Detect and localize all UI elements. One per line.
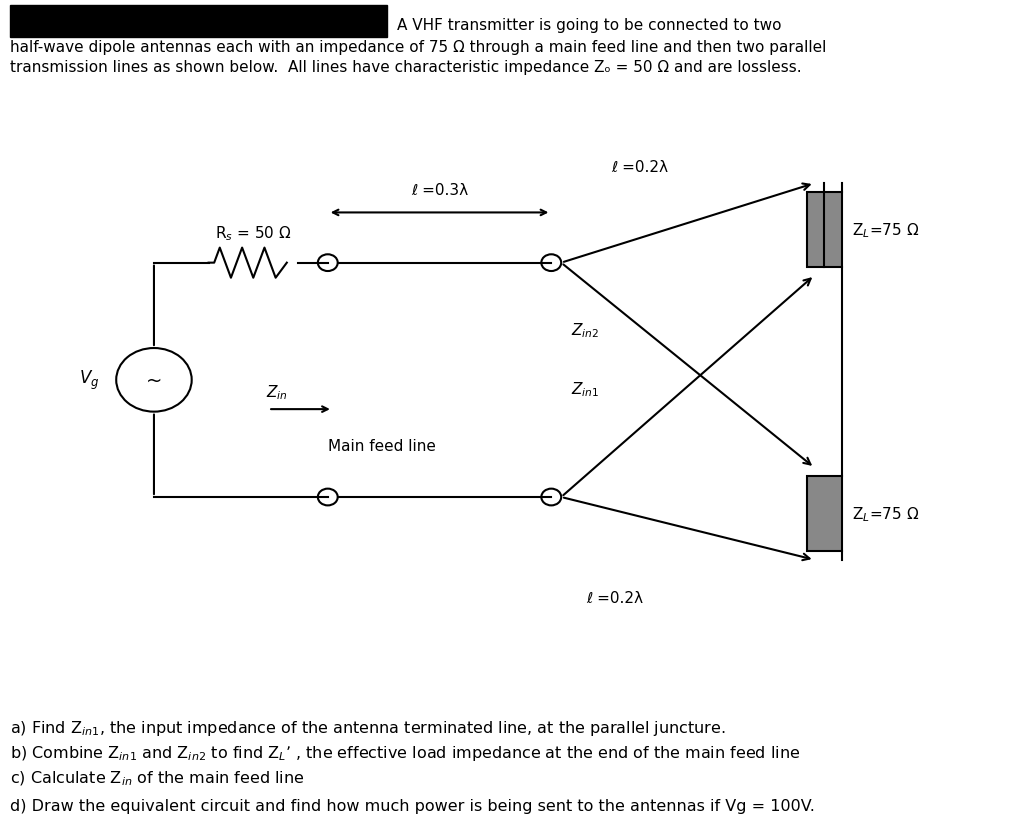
Text: c) Calculate Z$_{in}$ of the main feed line: c) Calculate Z$_{in}$ of the main feed l… [10,769,304,788]
Circle shape [317,489,338,506]
Text: a) Find Z$_{in1}$, the input impedance of the antenna terminated line, at the pa: a) Find Z$_{in1}$, the input impedance o… [10,718,726,737]
Text: ℓ =0.3λ: ℓ =0.3λ [411,183,468,198]
Text: Z$_{in1}$: Z$_{in1}$ [571,380,599,398]
Circle shape [542,255,561,272]
Text: Z$_{in}$: Z$_{in}$ [266,383,288,401]
Text: ℓ =0.2λ: ℓ =0.2λ [586,590,643,605]
Circle shape [317,255,338,272]
Text: A VHF transmitter is going to be connected to two: A VHF transmitter is going to be connect… [397,18,781,33]
Text: ~: ~ [145,371,162,390]
Text: ℓ =0.2λ: ℓ =0.2λ [611,160,668,175]
Circle shape [542,489,561,506]
Text: V$_g$: V$_g$ [79,369,99,392]
Text: half-wave dipole antennas each with an impedance of 75 Ω through a main feed lin: half-wave dipole antennas each with an i… [10,40,826,55]
Text: transmission lines as shown below.  All lines have characteristic impedance Zₒ =: transmission lines as shown below. All l… [10,60,802,75]
Text: d) Draw the equivalent circuit and find how much power is being sent to the ante: d) Draw the equivalent circuit and find … [10,798,815,813]
FancyBboxPatch shape [807,477,842,552]
Text: Z$_L$=75 Ω: Z$_L$=75 Ω [852,221,919,239]
Text: Z$_L$=75 Ω: Z$_L$=75 Ω [852,505,919,523]
Text: R$_s$ = 50 Ω: R$_s$ = 50 Ω [215,224,292,242]
Text: Z$_{in2}$: Z$_{in2}$ [571,321,599,339]
Text: Main feed line: Main feed line [328,439,435,454]
FancyBboxPatch shape [10,6,387,38]
Text: b) Combine Z$_{in1}$ and Z$_{in2}$ to find Z$_{L}$’ , the effective load impedan: b) Combine Z$_{in1}$ and Z$_{in2}$ to fi… [10,743,800,762]
FancyBboxPatch shape [807,192,842,268]
